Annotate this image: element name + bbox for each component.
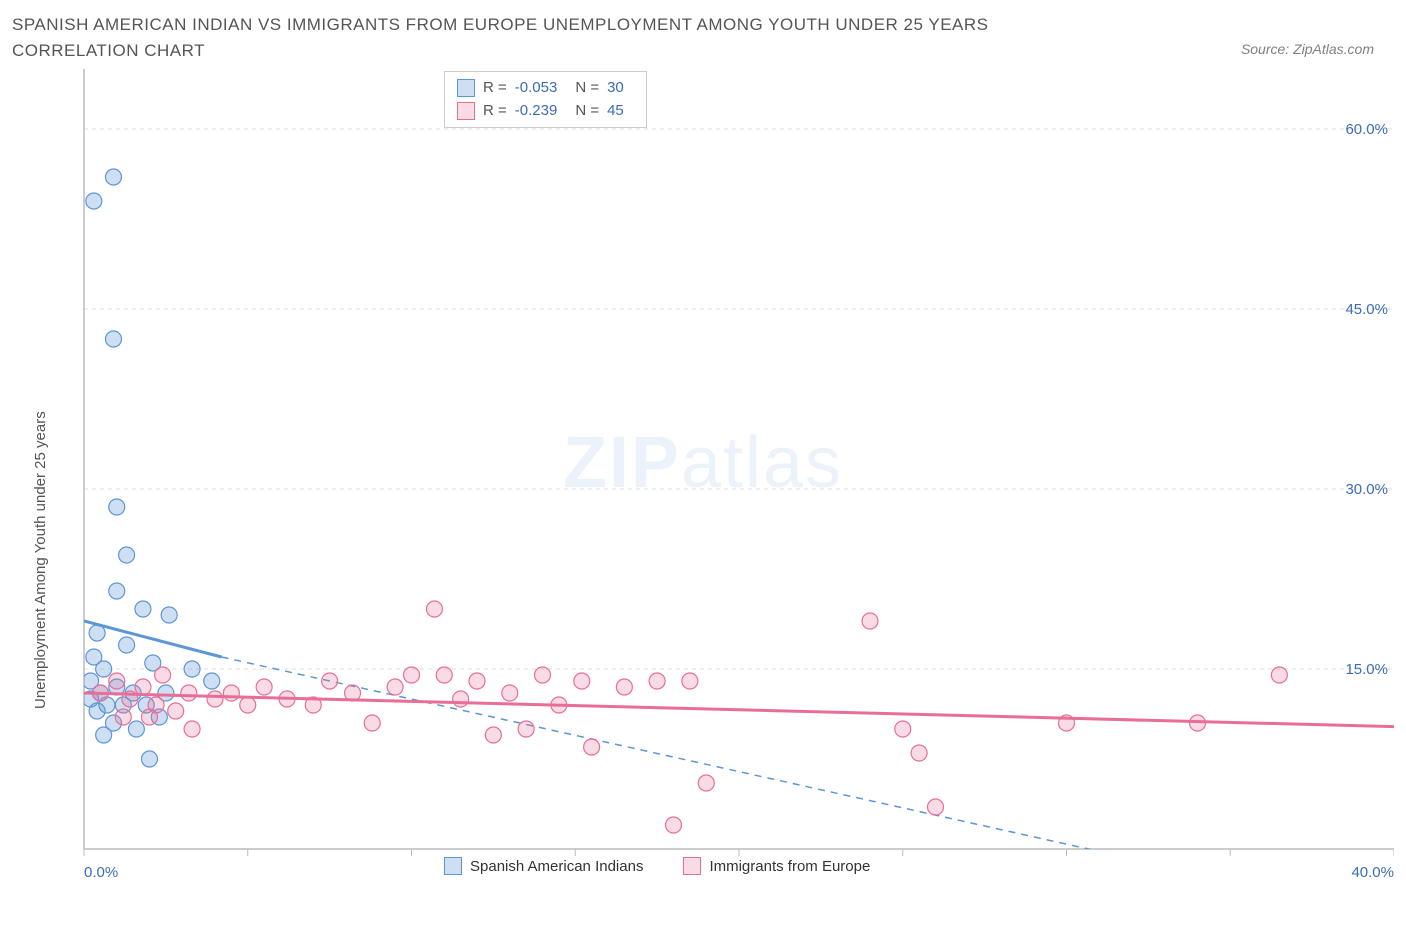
series-name: Immigrants from Europe — [709, 858, 870, 875]
series-legend-item: Immigrants from Europe — [683, 857, 870, 875]
scatter-chart: 15.0% 30.0% 45.0% 60.0% 0.0% 40.0% — [12, 69, 1394, 889]
y-axis-title: Unemployment Among Youth under 25 years — [32, 411, 49, 709]
svg-text:45.0%: 45.0% — [1345, 301, 1388, 318]
svg-text:15.0%: 15.0% — [1345, 661, 1388, 678]
stat-r-value: -0.239 — [515, 100, 558, 123]
chart-area: 15.0%30.0%45.0%60.0%0.0%40.0% ZIPatlas U… — [12, 69, 1394, 889]
svg-text:60.0%: 60.0% — [1345, 121, 1388, 138]
source-label: Source: ZipAtlas.com — [1241, 41, 1374, 57]
legend-swatch — [457, 79, 475, 97]
svg-text:30.0%: 30.0% — [1345, 481, 1388, 498]
legend-swatch — [444, 857, 462, 875]
series-name: Spanish American Indians — [470, 858, 643, 875]
stat-r-label: R = — [483, 77, 507, 100]
svg-text:40.0%: 40.0% — [1351, 864, 1394, 881]
stat-n-value: 30 — [607, 77, 624, 100]
svg-text:0.0%: 0.0% — [84, 864, 118, 881]
stat-r-label: R = — [483, 100, 507, 123]
legend-swatch — [683, 857, 701, 875]
correlation-legend: R = -0.053 N = 30 R = -0.239 N = 45 — [444, 71, 647, 128]
stat-n-label: N = — [575, 100, 599, 123]
stat-r-value: -0.053 — [515, 77, 558, 100]
legend-row: R = -0.053 N = 30 — [457, 77, 634, 100]
legend-row: R = -0.239 N = 45 — [457, 100, 634, 123]
stat-n-label: N = — [575, 77, 599, 100]
chart-title: SPANISH AMERICAN INDIAN VS IMMIGRANTS FR… — [12, 12, 1112, 63]
series-legend-item: Spanish American Indians — [444, 857, 643, 875]
stat-n-value: 45 — [607, 100, 624, 123]
legend-swatch — [457, 102, 475, 120]
series-legend: Spanish American Indians Immigrants from … — [444, 857, 870, 875]
